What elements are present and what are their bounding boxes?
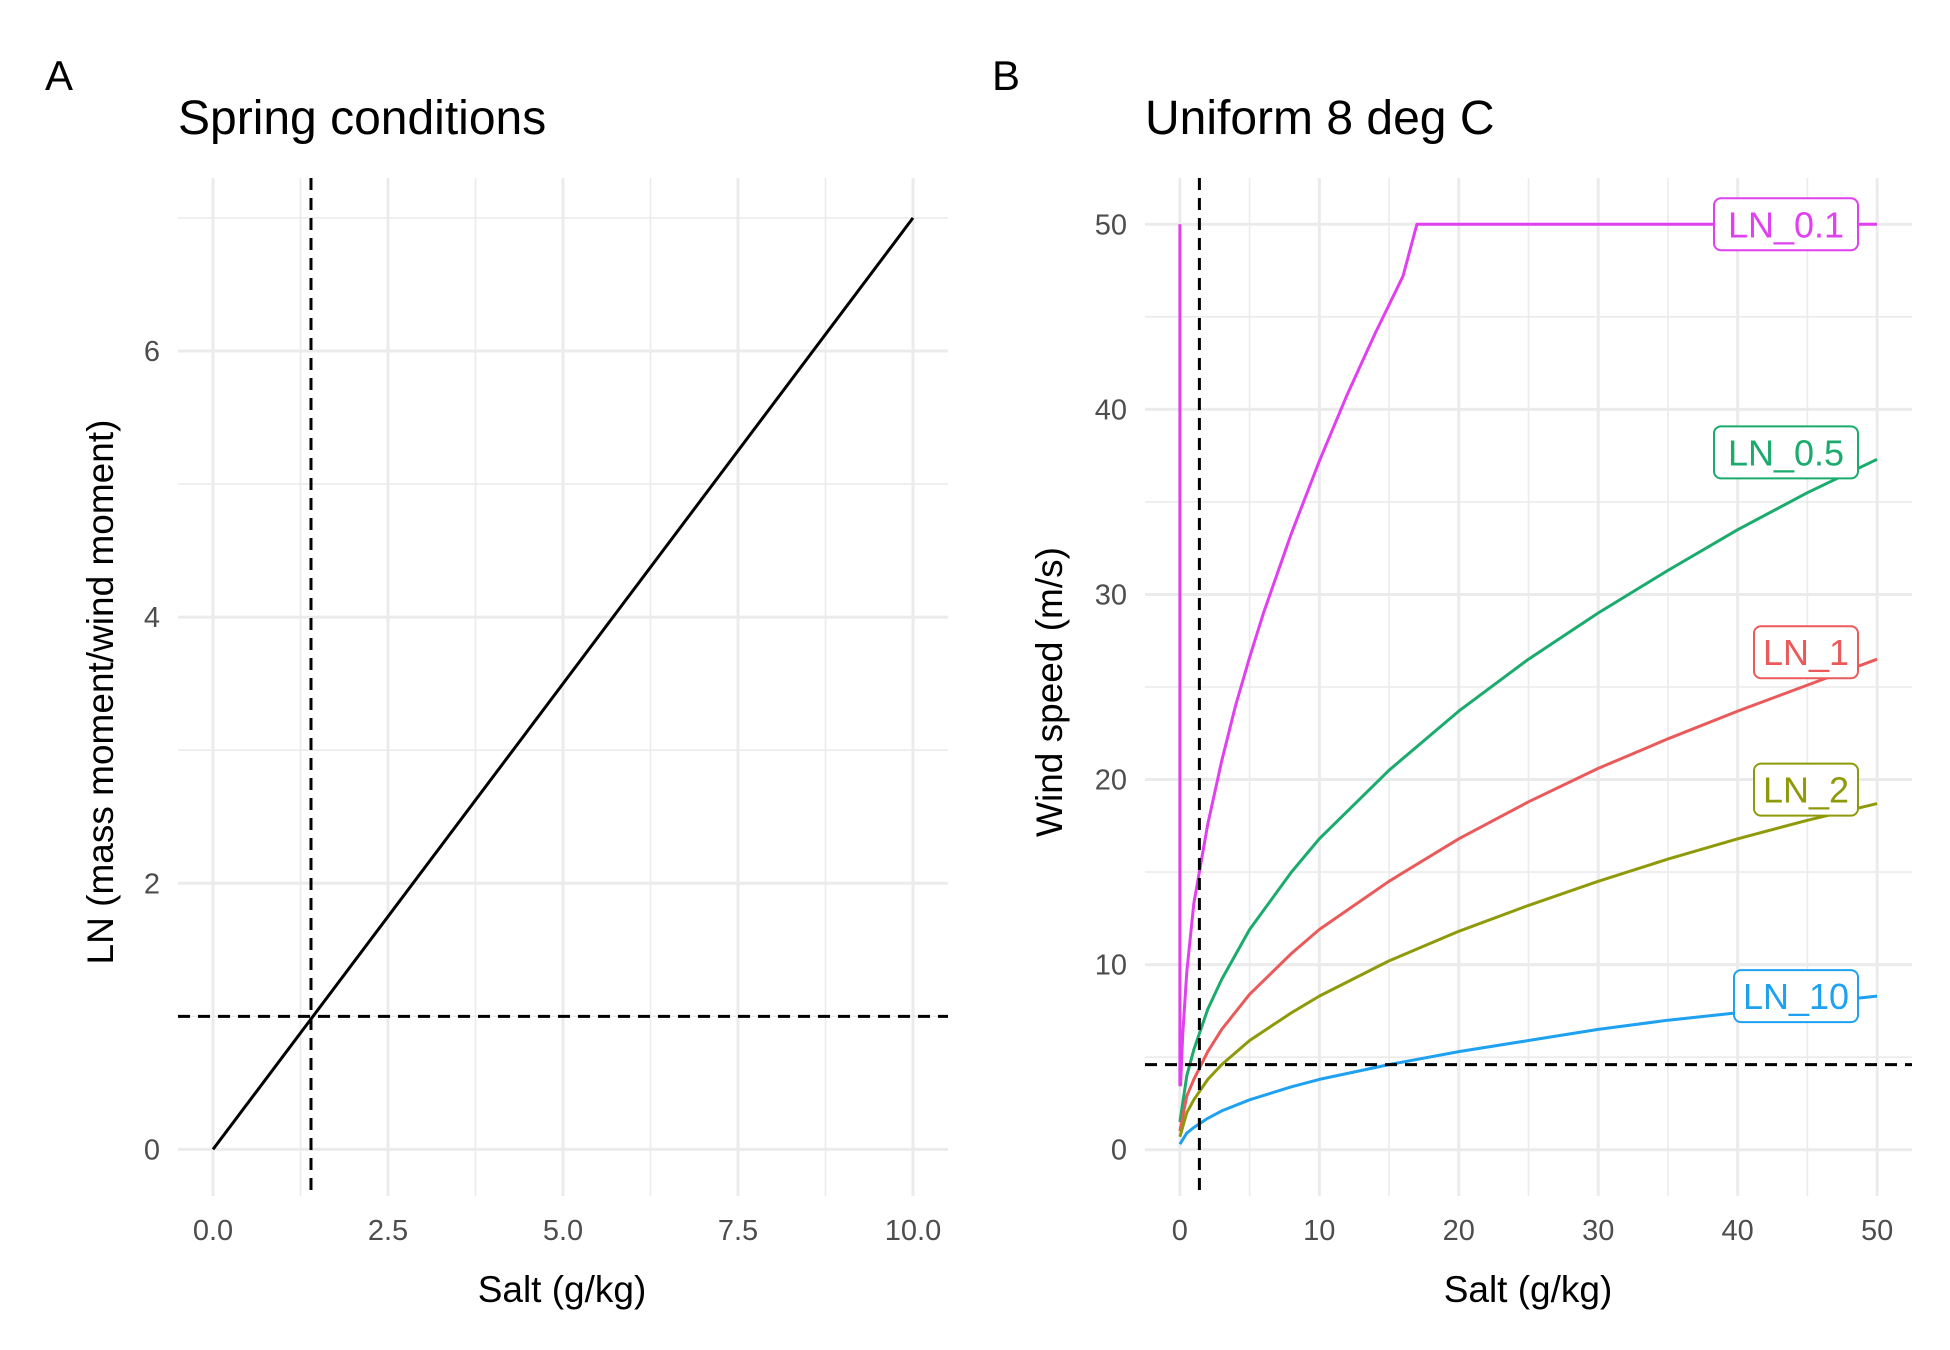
- y-tick-label: 50: [1095, 209, 1127, 241]
- y-tick-label: 2: [144, 868, 160, 900]
- x-tick-label: 0.0: [193, 1215, 233, 1247]
- panel-a-x-label: Salt (g/kg): [478, 1269, 647, 1310]
- label-text: LN_10: [1743, 976, 1849, 1017]
- y-tick-label: 40: [1095, 394, 1127, 426]
- label-text: LN_2: [1763, 770, 1849, 811]
- label-text: LN_0.1: [1728, 204, 1844, 245]
- x-tick-label: 10: [1303, 1215, 1335, 1247]
- x-tick-label: 10.0: [885, 1215, 941, 1247]
- panel-b-x-label: Salt (g/kg): [1444, 1269, 1613, 1310]
- x-tick-label: 7.5: [718, 1215, 758, 1247]
- panel-b-title: Uniform 8 deg C: [1145, 92, 1494, 145]
- label-box: [1753, 625, 1859, 680]
- panel-a-plot: 0.0 2.5 5.0 7.5 10.0 0 2 4 6: [144, 178, 948, 1247]
- y-tick-label: 20: [1095, 765, 1127, 797]
- series-ln-0-1: [1178, 222, 1878, 1087]
- label-ln-0-1: LN_0.1: [1713, 197, 1859, 252]
- label-text: LN_1: [1763, 632, 1849, 673]
- x-tick-label: 0: [1172, 1215, 1188, 1247]
- x-tick-label: 5.0: [543, 1215, 583, 1247]
- y-tick-label: 0: [1111, 1135, 1127, 1167]
- y-tick-label: 10: [1095, 950, 1127, 982]
- label-box: [1753, 762, 1859, 817]
- label-box: [1733, 969, 1859, 1024]
- x-tick-label: 40: [1722, 1215, 1754, 1247]
- panel-b-tag: B: [992, 52, 1020, 99]
- x-tick-label: 50: [1861, 1215, 1893, 1247]
- label-text: LN_0.5: [1728, 432, 1844, 473]
- label-ln-0-5: LN_0.5: [1713, 425, 1859, 480]
- x-tick-label: 20: [1443, 1215, 1475, 1247]
- y-tick-label: 30: [1095, 579, 1127, 611]
- label-box: [1713, 425, 1859, 480]
- panel-a-title: Spring conditions: [178, 92, 546, 145]
- panel-a-y-label: LN (mass moment/wind moment): [80, 420, 121, 965]
- x-tick-label: 30: [1582, 1215, 1614, 1247]
- label-ln-1: LN_1: [1753, 625, 1859, 680]
- panel-a-tag: A: [45, 52, 73, 99]
- series-line: [211, 216, 915, 1151]
- label-ln-2: LN_2: [1753, 762, 1859, 817]
- x-tick-label: 2.5: [368, 1215, 408, 1247]
- y-tick-label: 6: [144, 336, 160, 368]
- label-ln-10: LN_10: [1733, 969, 1859, 1024]
- y-tick-label: 4: [144, 602, 160, 634]
- panel-b-y-label: Wind speed (m/s): [1029, 547, 1070, 837]
- label-box: [1713, 197, 1859, 252]
- panel-b-plot: 0 10 20 30 40 50 0 10 20 30 40 50 LN_0.1 LN_0.5 LN_1 LN…: [1095, 178, 1912, 1247]
- y-tick-label: 0: [144, 1134, 160, 1166]
